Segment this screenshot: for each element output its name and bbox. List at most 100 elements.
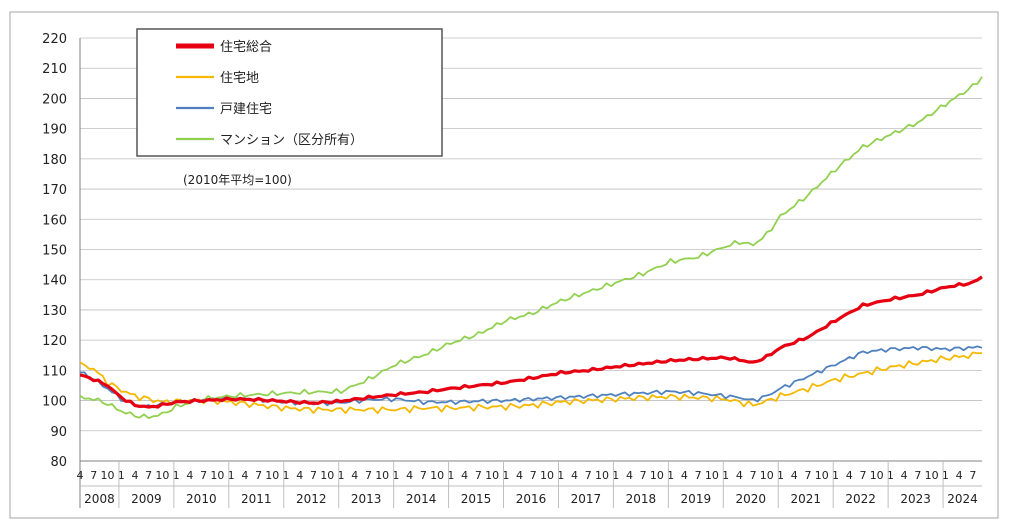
y-tick-label: 160 [42, 213, 67, 228]
month-tick-label: 7 [255, 469, 262, 482]
month-tick-label: 1 [832, 469, 839, 482]
y-tick-label: 140 [42, 274, 67, 289]
year-label: 2015 [461, 492, 492, 506]
month-tick-label: 1 [228, 469, 235, 482]
month-tick-label: 4 [241, 469, 248, 482]
year-label: 2014 [406, 492, 437, 506]
month-tick-label: 10 [265, 469, 279, 482]
month-tick-label: 10 [100, 469, 114, 482]
year-label: 2010 [186, 492, 217, 506]
month-tick-label: 1 [283, 469, 290, 482]
y-tick-label: 180 [42, 153, 67, 168]
month-tick-label: 4 [901, 469, 908, 482]
year-label: 2013 [351, 492, 382, 506]
month-tick-label: 10 [320, 469, 334, 482]
month-tick-label: 10 [595, 469, 609, 482]
month-tick-label: 7 [310, 469, 317, 482]
y-tick-label: 190 [42, 123, 67, 138]
month-tick-label: 4 [461, 469, 468, 482]
month-tick-label: 1 [557, 469, 564, 482]
series-lines [79, 76, 983, 420]
month-tick-label: 4 [681, 469, 688, 482]
month-tick-label: 1 [337, 469, 344, 482]
year-label: 2020 [736, 492, 767, 506]
y-tick-label: 110 [42, 364, 67, 379]
month-tick-label: 1 [447, 469, 454, 482]
month-tick-label: 10 [375, 469, 389, 482]
month-tick-label: 1 [612, 469, 619, 482]
year-label: 2012 [296, 492, 327, 506]
month-tick-label: 10 [925, 469, 939, 482]
month-tick-label: 4 [516, 469, 523, 482]
month-tick-label: 4 [77, 469, 84, 482]
legend-label: 住宅総合 [220, 40, 272, 55]
month-tick-label: 10 [155, 469, 169, 482]
year-label: 2021 [790, 492, 821, 506]
month-tick-label: 7 [585, 469, 592, 482]
month-tick-label: 7 [914, 469, 921, 482]
year-label: 2018 [626, 492, 657, 506]
y-tick-label: 130 [42, 304, 67, 319]
month-tick-label: 1 [667, 469, 674, 482]
legend-label: 住宅地 [220, 71, 259, 86]
year-label: 2022 [845, 492, 876, 506]
month-tick-label: 7 [420, 469, 427, 482]
month-tick-label: 1 [118, 469, 125, 482]
month-tick-label: 4 [571, 469, 578, 482]
legend-label: マンション（区分所有） [220, 133, 363, 148]
year-label: 2024 [947, 492, 978, 506]
month-tick-label: 4 [736, 469, 743, 482]
month-tick-label: 7 [200, 469, 207, 482]
month-tick-label: 10 [430, 469, 444, 482]
month-tick-label: 10 [870, 469, 884, 482]
legend-box [136, 28, 443, 157]
month-tick-label: 4 [406, 469, 413, 482]
month-tick-label: 7 [750, 469, 757, 482]
year-label: 2016 [516, 492, 547, 506]
month-tick-label: 7 [530, 469, 537, 482]
month-tick-label: 7 [859, 469, 866, 482]
month-tick-label: 10 [760, 469, 774, 482]
y-tick-label: 100 [42, 395, 67, 410]
month-tick-label: 10 [815, 469, 829, 482]
y-tick-label: 170 [42, 183, 67, 198]
month-tick-label: 4 [956, 469, 963, 482]
year-label: 2023 [900, 492, 931, 506]
month-tick-label: 1 [722, 469, 729, 482]
y-tick-label: 210 [42, 62, 67, 77]
y-tick-label: 90 [50, 425, 67, 440]
y-tick-label: 200 [42, 92, 67, 107]
month-tick-label: 1 [392, 469, 399, 482]
month-tick-label: 7 [145, 469, 152, 482]
month-tick-label: 1 [173, 469, 180, 482]
month-tick-label: 4 [186, 469, 193, 482]
month-tick-label: 7 [640, 469, 647, 482]
series-line [79, 76, 983, 420]
year-label: 2008 [84, 492, 115, 506]
series-line [79, 351, 983, 415]
month-tick-label: 10 [650, 469, 664, 482]
month-tick-label: 1 [887, 469, 894, 482]
y-tick-label: 150 [42, 244, 67, 259]
year-label: 2017 [571, 492, 602, 506]
month-tick-label: 10 [485, 469, 499, 482]
y-tick-label: 220 [42, 32, 67, 47]
y-axis: 80 90 100 110 120 130 140 150 160 170 180 190 200 210… [42, 32, 81, 508]
month-tick-label: 1 [502, 469, 509, 482]
month-tick-label: 7 [695, 469, 702, 482]
year-label: 2011 [241, 492, 272, 506]
month-tick-label: 4 [626, 469, 633, 482]
y-tick-label: 120 [42, 334, 67, 349]
month-tick-label: 10 [540, 469, 554, 482]
month-tick-label: 7 [365, 469, 372, 482]
month-tick-label: 1 [942, 469, 949, 482]
series-line [79, 275, 983, 409]
month-tick-label: 7 [969, 469, 976, 482]
month-tick-label: 10 [705, 469, 719, 482]
month-tick-label: 1 [777, 469, 784, 482]
month-tick-label: 7 [805, 469, 812, 482]
legend-label: 戸建住宅 [220, 102, 272, 117]
